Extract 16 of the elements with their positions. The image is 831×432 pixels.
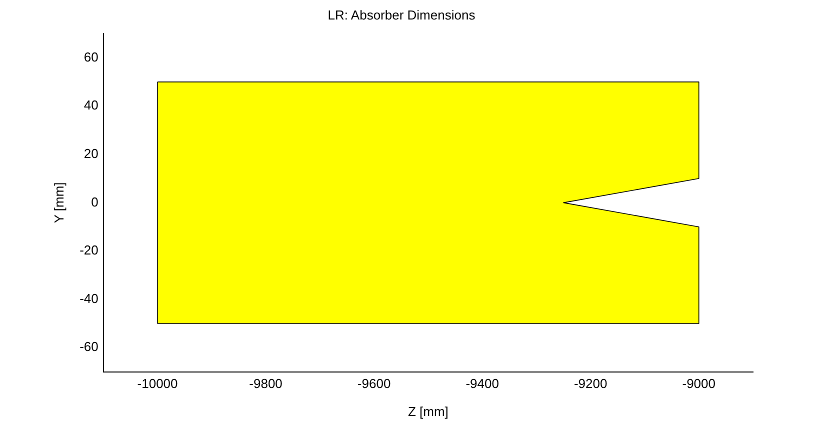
y-tick-label: 60 [84, 49, 98, 64]
y-tick-label: 0 [91, 194, 98, 210]
x-tick-label: -9800 [249, 376, 282, 392]
x-tick-label: -9400 [466, 376, 499, 392]
x-tick-label: -9200 [574, 376, 608, 392]
x-tick-label: -9000 [682, 376, 716, 392]
x-tick-label: -9600 [357, 376, 391, 392]
y-tick-label: 20 [84, 146, 98, 161]
y-tick-label: -60 [80, 339, 98, 354]
y-tick-label: -40 [80, 290, 98, 306]
chart-title: LR: Absorber Dimensions [328, 7, 476, 22]
y-tick-label: 40 [84, 98, 98, 113]
x-tick-label: -10000 [137, 376, 178, 392]
x-axis-title: Z [mm] [408, 404, 448, 419]
y-tick-label: -20 [80, 242, 98, 258]
y-axis-title: Y [mm] [51, 182, 66, 224]
